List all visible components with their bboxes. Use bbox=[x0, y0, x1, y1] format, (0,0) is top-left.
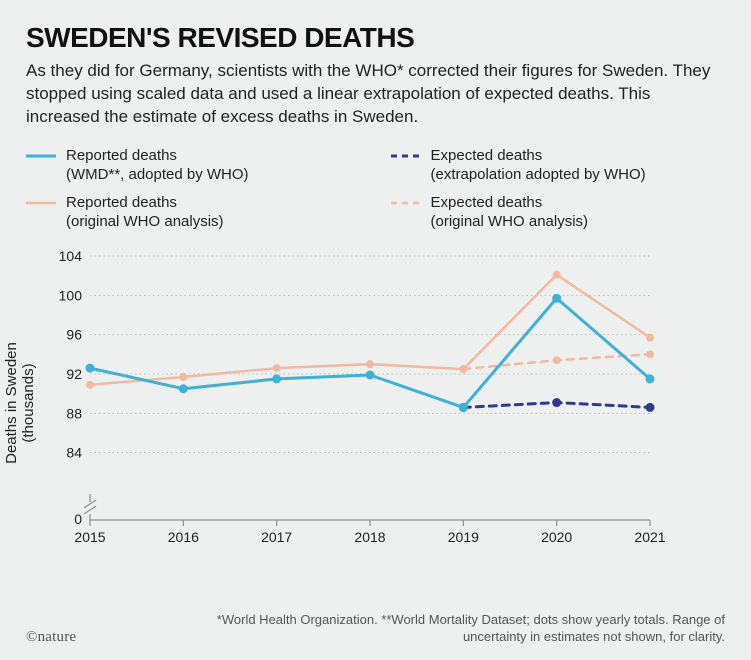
svg-text:2021: 2021 bbox=[634, 529, 665, 545]
legend-swatch bbox=[391, 194, 421, 212]
legend-swatch bbox=[26, 194, 56, 212]
svg-text:0: 0 bbox=[74, 511, 82, 527]
legend-label: Reported deaths(original WHO analysis) bbox=[66, 194, 224, 232]
svg-text:92: 92 bbox=[66, 366, 82, 382]
svg-text:2019: 2019 bbox=[448, 529, 479, 545]
legend-item: Expected deaths(original WHO analysis) bbox=[391, 194, 726, 232]
svg-text:84: 84 bbox=[66, 444, 82, 460]
y-axis-label: Deaths in Sweden(thousands) bbox=[3, 342, 37, 464]
figure-card: SWEDEN'S REVISED DEATHS As they did for … bbox=[0, 0, 751, 660]
legend: Reported deaths(WMD**, adopted by WHO) Ex… bbox=[26, 147, 725, 232]
svg-text:100: 100 bbox=[59, 287, 83, 303]
svg-text:2016: 2016 bbox=[168, 529, 199, 545]
series-reported-wmd bbox=[90, 298, 650, 407]
legend-item: Reported deaths(original WHO analysis) bbox=[26, 194, 361, 232]
svg-text:88: 88 bbox=[66, 405, 82, 421]
chart-subtitle: As they did for Germany, scientists with… bbox=[26, 60, 725, 129]
chart-wrap: Deaths in Sweden(thousands) 848892961001… bbox=[26, 246, 725, 561]
legend-label: Expected deaths(original WHO analysis) bbox=[431, 194, 589, 232]
svg-text:2020: 2020 bbox=[541, 529, 572, 545]
footnote: *World Health Organization. **World Mort… bbox=[205, 612, 725, 646]
legend-swatch bbox=[391, 147, 421, 165]
svg-text:2015: 2015 bbox=[74, 529, 105, 545]
svg-text:2017: 2017 bbox=[261, 529, 292, 545]
legend-label: Expected deaths(extrapolation adopted by… bbox=[431, 147, 646, 185]
legend-item: Reported deaths(WMD**, adopted by WHO) bbox=[26, 147, 361, 185]
credit: ©nature bbox=[26, 629, 76, 646]
footer: ©nature *World Health Organization. **Wo… bbox=[26, 612, 725, 646]
line-chart: 84 88 92 96 100 104 0 2015 2016 2017 2018 2019 2020 2… bbox=[26, 246, 666, 556]
chart-title: SWEDEN'S REVISED DEATHS bbox=[26, 22, 725, 54]
svg-text:96: 96 bbox=[66, 326, 82, 342]
svg-text:2018: 2018 bbox=[354, 529, 385, 545]
series-reported-original bbox=[90, 274, 650, 384]
legend-item: Expected deaths(extrapolation adopted by… bbox=[391, 147, 726, 185]
legend-label: Reported deaths(WMD**, adopted by WHO) bbox=[66, 147, 249, 185]
legend-swatch bbox=[26, 147, 56, 165]
svg-text:104: 104 bbox=[59, 248, 83, 264]
